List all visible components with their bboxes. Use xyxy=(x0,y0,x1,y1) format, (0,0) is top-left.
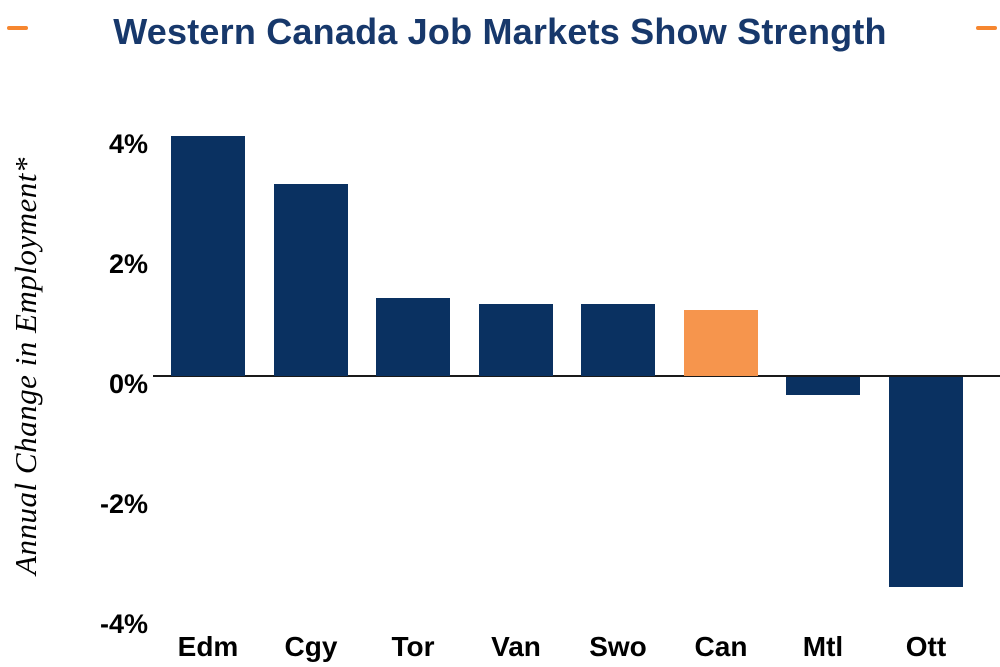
x-tick-label: Ott xyxy=(905,631,947,662)
title-accent-dash-right xyxy=(976,26,997,30)
y-tick-label: -4% xyxy=(99,609,148,639)
x-tick-label: Swo xyxy=(589,631,647,662)
bar-can xyxy=(684,310,758,376)
bar-mtl xyxy=(786,377,860,395)
y-tick-label: 0% xyxy=(108,369,148,399)
y-axis-title: Annual Change in Employment* xyxy=(8,157,43,575)
x-tick-label: Van xyxy=(491,631,541,662)
bar-edm xyxy=(171,136,245,376)
x-tick-label: Tor xyxy=(391,631,435,662)
title-accent-dash-left xyxy=(7,26,28,30)
x-tick-label: Edm xyxy=(177,631,239,662)
x-axis-zero-line xyxy=(153,375,1000,377)
y-tick-label: -2% xyxy=(99,489,148,519)
x-tick-label: Mtl xyxy=(802,631,844,662)
bar-tor xyxy=(376,298,450,376)
bar-ott xyxy=(889,377,963,587)
y-tick-label: 2% xyxy=(108,249,148,279)
bar-van xyxy=(479,304,553,376)
bar-cgy xyxy=(274,184,348,376)
y-tick-label: 4% xyxy=(108,129,148,159)
bar-swo xyxy=(581,304,655,376)
x-tick-label: Cgy xyxy=(284,631,338,662)
x-tick-label: Can xyxy=(694,631,748,662)
chart-title: Western Canada Job Markets Show Strength xyxy=(113,11,887,52)
